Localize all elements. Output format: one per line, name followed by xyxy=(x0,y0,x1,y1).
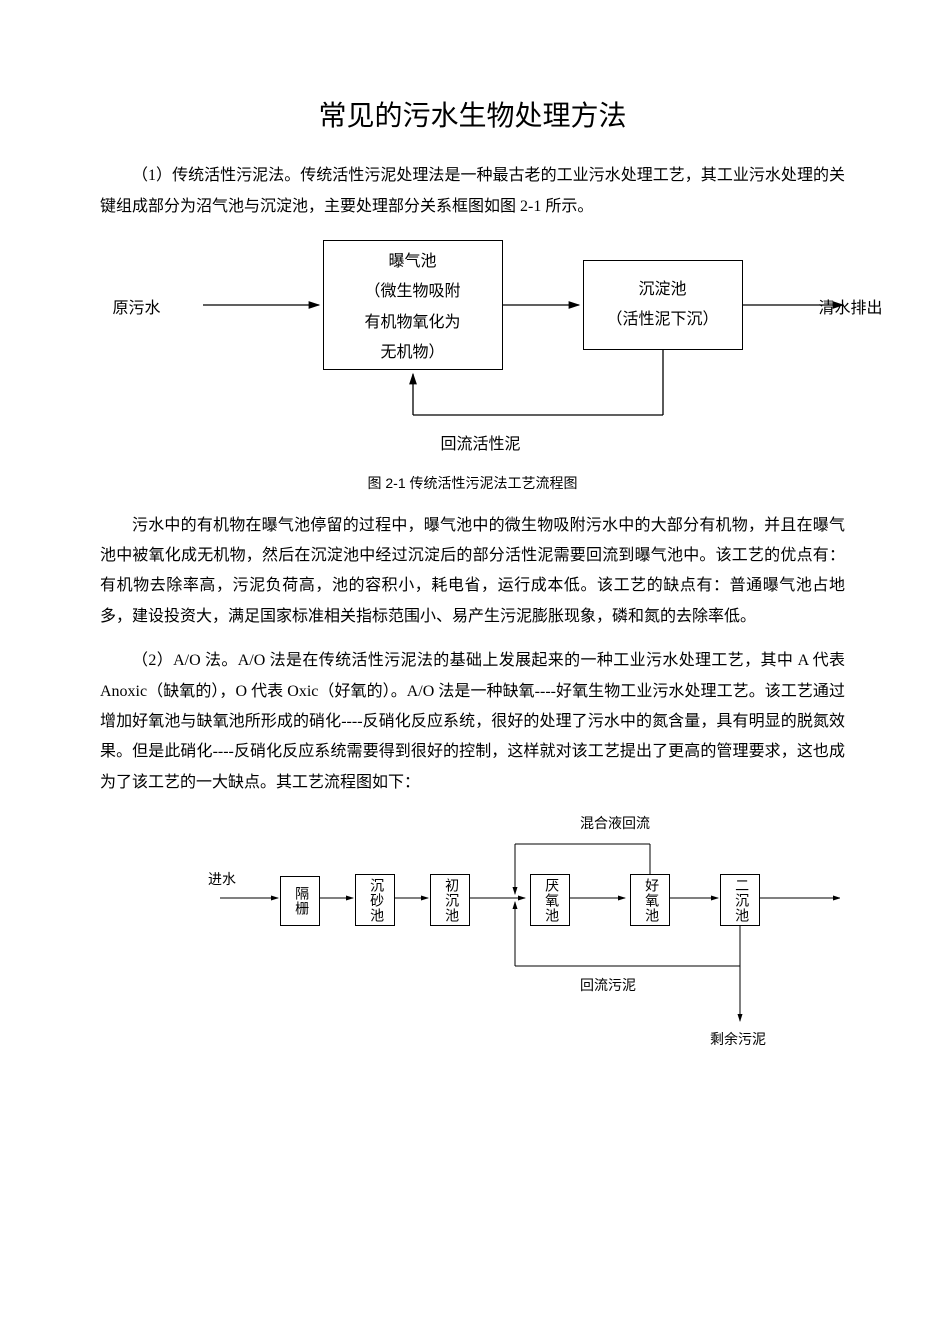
d2-box-5: 好氧池 xyxy=(630,874,670,926)
d1-box2-l2: （活性泥下沉） xyxy=(592,305,734,335)
diagram-2-arrows xyxy=(220,816,840,1056)
d2-top-label: 混合液回流 xyxy=(580,812,650,839)
d2-box-1: 隔栅 xyxy=(280,876,320,926)
d1-output-label: 清水排出 xyxy=(818,294,882,324)
d2-output-label: 剩余污泥 xyxy=(710,1028,766,1055)
d2-recycle-label: 回流污泥 xyxy=(580,974,636,1001)
d1-box1-l4: 无机物） xyxy=(332,338,494,368)
paragraph-3: （2）A/O 法。A/O 法是在传统活性污泥法的基础上发展起来的一种工业污水处理… xyxy=(100,646,845,798)
diagram-1-caption: 图 2-1 传统活性污泥法工艺流程图 xyxy=(100,470,845,497)
d2-box-4: 厌氧池 xyxy=(530,874,570,926)
paragraph-2: 污水中的有机物在曝气池停留的过程中，曝气池中的微生物吸附污水中的大部分有机物，并… xyxy=(100,511,845,633)
d1-box1-l2: （微生物吸附 xyxy=(332,277,494,307)
d2-input-label: 进水 xyxy=(208,868,236,895)
page-title: 常见的污水生物处理方法 xyxy=(100,90,845,143)
d1-box2-l1: 沉淀池 xyxy=(592,275,734,305)
diagram-2: 混合液回流 进水 隔栅 沉砂池 初沉池 厌氧池 好氧池 二沉池 回流污泥 剩余污… xyxy=(220,816,840,1056)
d1-box1-l1: 曝气池 xyxy=(332,247,494,277)
d1-box-aeration: 曝气池 （微生物吸附 有机物氧化为 无机物） xyxy=(323,240,503,370)
paragraph-1: （1）传统活性污泥法。传统活性污泥处理法是一种最古老的工业污水处理工艺，其工业污… xyxy=(100,161,845,222)
d2-box-6: 二沉池 xyxy=(720,874,760,926)
d2-box-2: 沉砂池 xyxy=(355,874,395,926)
d1-input-label: 原污水 xyxy=(113,294,161,324)
d1-box1-l3: 有机物氧化为 xyxy=(332,308,494,338)
diagram-1: 原污水 曝气池 （微生物吸附 有机物氧化为 无机物） 沉淀池 （活性泥下沉） 清… xyxy=(103,240,843,460)
d1-recycle-label: 回流活性泥 xyxy=(441,430,521,460)
d2-box-3: 初沉池 xyxy=(430,874,470,926)
d1-box-sediment: 沉淀池 （活性泥下沉） xyxy=(583,260,743,350)
